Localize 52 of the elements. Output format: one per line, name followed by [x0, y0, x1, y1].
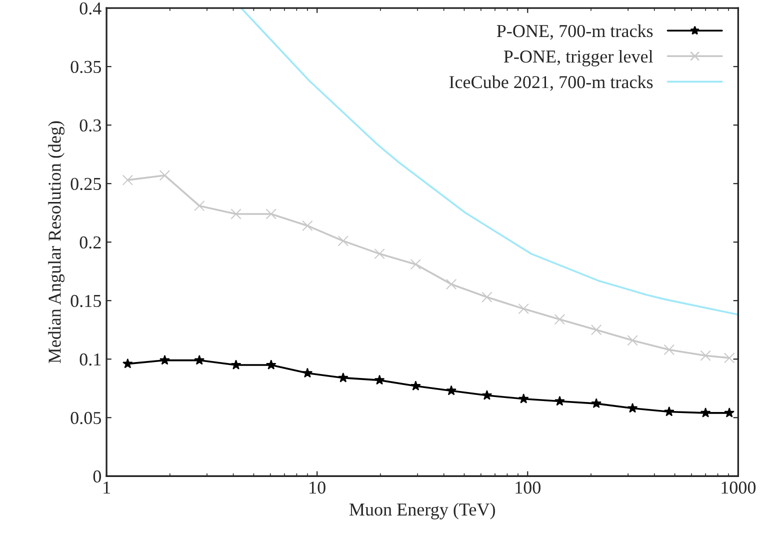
y-tick-label: 0	[93, 470, 101, 483]
point	[700, 350, 711, 361]
point	[338, 372, 348, 382]
legend-label: P-ONE, trigger level	[504, 50, 653, 66]
point	[374, 374, 385, 385]
point	[518, 394, 529, 404]
y-tick-label: 0.4	[80, 2, 102, 15]
point	[230, 208, 242, 220]
point	[410, 380, 421, 390]
point	[664, 344, 675, 356]
point	[627, 402, 638, 413]
y-tick-label: 0.35	[70, 60, 101, 74]
point	[482, 292, 492, 302]
point	[266, 208, 277, 220]
point	[446, 278, 457, 290]
point	[700, 408, 711, 418]
point	[591, 398, 602, 408]
point	[194, 200, 205, 212]
point	[482, 390, 492, 400]
point	[122, 358, 133, 368]
point	[627, 335, 638, 346]
point	[590, 324, 602, 336]
point	[410, 258, 422, 270]
point	[159, 170, 170, 181]
point	[664, 406, 674, 416]
x-tick-label: 1000	[722, 482, 756, 494]
point	[554, 396, 565, 406]
x-tick-label: 100	[516, 482, 540, 494]
point	[122, 174, 134, 186]
point	[446, 385, 456, 396]
point	[518, 303, 529, 314]
point	[160, 354, 170, 365]
x-axis-title: Muon Energy (TeV)	[349, 502, 495, 520]
y-tick-label: 0.1	[80, 353, 101, 366]
point	[302, 368, 313, 378]
y-tick-label: 0.2	[80, 236, 101, 249]
point	[302, 220, 313, 232]
x-tick-label: 10	[310, 482, 326, 494]
point	[374, 248, 385, 260]
y-tick-label: 0.3	[80, 119, 101, 132]
point	[554, 314, 566, 325]
y-tick-label: 0.05	[70, 412, 101, 424]
y-axis-title: Median Angular Resolution (deg)	[48, 121, 65, 364]
y-tick-label: 0.25	[70, 178, 101, 190]
x-tick-label: 1	[104, 482, 110, 494]
legend-label: P-ONE, 700-m tracks	[496, 24, 653, 40]
y-tick-label: 0.15	[70, 294, 101, 308]
point	[266, 360, 276, 370]
legend-label: IceCube 2021, 700-m tracks	[449, 76, 653, 91]
point	[338, 236, 349, 246]
point	[230, 360, 242, 370]
point	[194, 354, 205, 365]
